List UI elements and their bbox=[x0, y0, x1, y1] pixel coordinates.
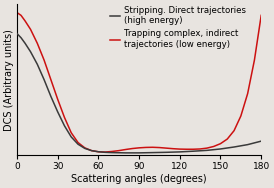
Legend: Stripping. Direct trajectories
(high energy), Trapping complex, indirect
traject: Stripping. Direct trajectories (high ene… bbox=[110, 6, 246, 49]
X-axis label: Scattering angles (degrees): Scattering angles (degrees) bbox=[71, 174, 207, 184]
Y-axis label: DCS (Arbitrary units): DCS (Arbitrary units) bbox=[4, 29, 14, 131]
